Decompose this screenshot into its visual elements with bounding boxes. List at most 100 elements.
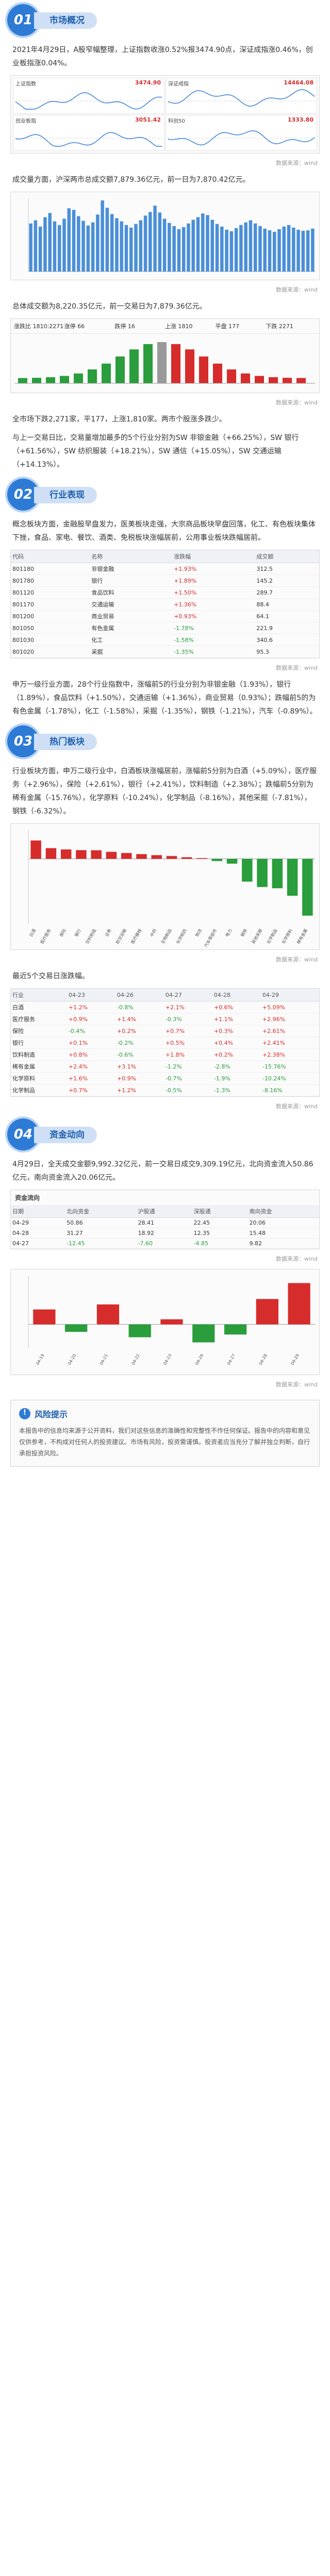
index-grid: 上证指数 3474.90 深证成指 14464.08 创业板指 3051.42 科创50 13… [11,76,319,153]
column-header[interactable]: 涨跌幅 [172,550,255,563]
column-header[interactable]: 代码 [11,550,90,563]
column-header[interactable]: 北向资金 [65,1205,137,1218]
bar [57,225,61,272]
table-cell: +3.1% [115,1060,164,1073]
table-cell: +2.61% [260,1025,319,1037]
column-header[interactable]: 04-28 [212,989,261,1002]
table-cell: +0.93% [172,610,255,622]
industry-summary: 申万一级行业方面，28个行业指数中，涨幅前5的行业分别为非银金融（1.93%），… [12,681,317,716]
market-intro: 2021年4月29日，A股窄幅整理，上证指数收涨0.52%报3474.90点，深… [12,46,313,67]
source-note: 数据来源：wind [275,1103,318,1110]
last5-text: 最近5个交易日涨跌幅。 [12,972,89,980]
column-header[interactable]: 日期 [11,1205,65,1218]
column-header[interactable]: 04-27 [163,989,212,1002]
table-row: 白酒 +1.2% -0.8% +2.1% +0.6% +5.09% [11,1001,319,1013]
bar [65,1324,88,1332]
tick-label: 稀有金属 [295,928,308,945]
column-header[interactable]: 南向资金 [248,1205,319,1218]
table-cell: -1.35% [172,646,255,658]
breadth-card: 涨跌比 1810:2271 涨停 66 跌停 16 上涨 1810 平盘 177 下跌 2… [10,318,320,393]
bar [96,1304,120,1325]
table-cell: -0.6% [115,1048,164,1061]
breadth-bar [116,356,125,383]
warning-icon [19,1408,30,1419]
bar [115,218,119,272]
bar [191,219,195,272]
bar [268,230,272,272]
flow-table: 日期 北向资金 沪股通 深股通 南向资金 04-29 50.86 28.41 22.45 20.… [11,1205,319,1249]
tick-label: 白酒 [28,928,37,938]
breadth-bar [157,342,167,383]
table-cell: 145.2 [255,574,319,587]
index-name: 科创50 [168,118,185,124]
tick-label: 04-20 [67,1353,77,1366]
tick-label: 04-21 [99,1353,109,1366]
column-header[interactable]: 沪股通 [136,1205,192,1218]
bar [301,230,305,272]
column-header[interactable]: 04-26 [115,989,164,1002]
bar [256,1299,278,1325]
table-cell: +1.4% [115,1013,164,1025]
table-cell: -0.3% [163,1013,212,1025]
table-cell: 化学制品 [11,1084,67,1096]
breadth-bar [199,356,208,383]
breadth-bar [185,349,194,383]
table-cell: +1.50% [172,586,255,599]
table-cell: 银行 [90,574,173,587]
tick-label: 化学制品 [266,928,278,945]
table-cell: 15.48 [248,1228,319,1239]
bar [288,1283,310,1325]
bar [257,859,268,887]
bar [129,227,133,272]
index-line [15,132,162,147]
tick-label: 04-26 [194,1353,204,1366]
column-header[interactable]: 深股通 [192,1205,248,1218]
bar [60,849,72,859]
bar [311,228,315,272]
table-cell: 交通运输 [90,598,173,611]
table-cell: -1.9% [212,1072,261,1084]
section-title: 市场概况 [34,12,97,29]
section-title: 行业表现 [34,487,97,503]
tick-label: 04-27 [226,1353,236,1366]
bar [258,226,262,272]
table-cell: -0.5% [163,1084,212,1096]
tick-label: 04-22 [131,1353,141,1366]
table-cell: 801180 [11,563,90,575]
last5-table: 行业 04-23 04-26 04-27 04-28 04-29 白酒 +1.2% -0.8%… [11,989,319,1096]
breadth-bar [74,373,83,383]
table-row: 801780 银行 +1.89% 145.2 [11,574,319,587]
risk-header: 风险提示 [19,1408,311,1420]
table-cell: 95.3 [255,646,319,658]
table-cell: -1.78% [172,622,255,634]
table-cell: 饮料制造 [11,1048,67,1061]
table-cell: +0.4% [212,1037,261,1049]
bar [196,858,207,859]
bar [34,220,38,272]
column-header[interactable]: 成交额 [255,550,319,563]
tick-label: 饮料制造 [85,928,97,945]
bar [160,1319,183,1325]
bar [172,226,176,272]
table-cell: 801020 [11,646,90,658]
table-cell: +0.9% [67,1013,116,1025]
column-header[interactable]: 04-23 [67,989,116,1002]
table-cell: +0.9% [115,1072,164,1084]
bar [201,213,205,272]
table-cell: 稀有金属 [11,1060,67,1073]
column-header[interactable]: 行业 [11,989,67,1002]
tick-label: 04-19 [35,1353,45,1366]
column-header[interactable]: 04-29 [260,989,319,1002]
bar [162,218,167,272]
volume-text: 总体成交额为8,220.35亿元，前一交易日为7,879.36亿元。 [12,302,207,311]
table-cell: 9.82 [248,1238,319,1249]
table-cell: 31.27 [65,1228,137,1239]
index-cell: 上证指数 3474.90 [13,78,164,114]
table-cell: +1.36% [172,598,255,611]
section-header-flow: 04 资金动向 [0,1116,330,1153]
bar [110,214,114,272]
table-cell: 商业贸易 [90,610,173,622]
column-header[interactable]: 名称 [90,550,173,563]
table-cell: -0.7% [163,1072,212,1084]
flow-table-card: 资金流向 日期 北向资金 沪股通 深股通 南向资金 04-29 50.86 28.41 22.… [10,1190,320,1249]
